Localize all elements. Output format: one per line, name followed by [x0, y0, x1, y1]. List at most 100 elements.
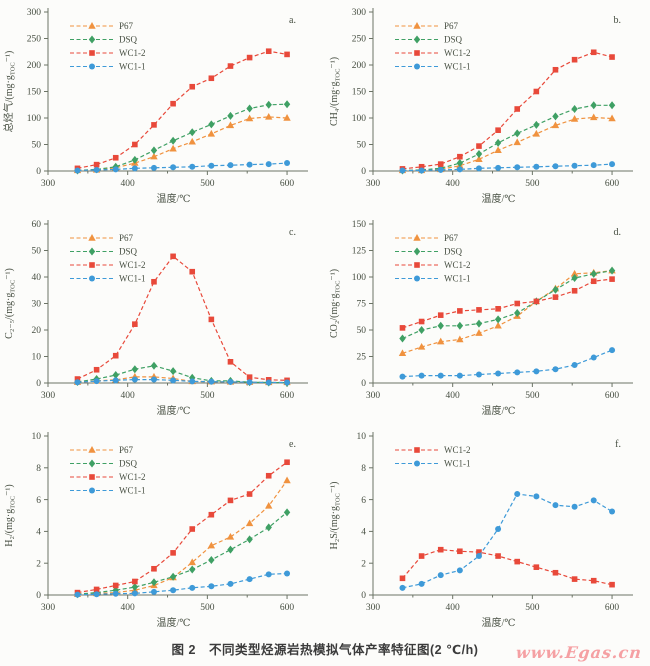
x-axis-title: 温度/℃	[482, 192, 516, 205]
data-point-WC1-2	[265, 48, 272, 55]
data-point-WC1-2	[227, 359, 234, 365]
x-tick-label: 300	[41, 391, 56, 401]
data-point-DSQ	[169, 136, 177, 145]
data-point-DSQ	[131, 583, 139, 592]
y-axis-title: 总烃气/(mg·gTOC⁻¹)	[2, 51, 17, 133]
data-point-WC1-1	[93, 166, 100, 173]
x-tick-label: 400	[121, 603, 136, 613]
data-point-WC1-2	[284, 459, 290, 466]
watermark: www.Egas.cn	[515, 643, 643, 662]
data-point-WC1-2	[590, 49, 597, 56]
data-point-WC1-1	[609, 508, 616, 515]
data-point-WC1-2	[552, 294, 559, 300]
y-tick-label: 150	[352, 88, 367, 98]
x-tick-label: 400	[121, 179, 136, 189]
data-point-WC1-2	[189, 526, 196, 532]
figure-grid: 300 400 500 600 0 50 100 150 200 250 300 温度/℃ 总烃气/(m…	[0, 8, 633, 636]
y-tick-label: 0	[361, 167, 366, 177]
data-point-WC1-2	[590, 278, 597, 285]
y-tick-label: 25	[357, 353, 367, 363]
chart-panel-e: 300 400 500 600 0 2 4 6 8 10 温度/℃ H₂/(mg·gTOC⁻¹) e. P…	[0, 424, 325, 636]
data-point-WC1-1	[227, 378, 234, 385]
data-point-P67	[226, 121, 235, 129]
data-point-WC1-1	[150, 588, 157, 595]
legend-marker-WC1-2	[89, 50, 95, 56]
data-point-WC1-1	[208, 162, 215, 169]
data-point-WC1-1	[609, 347, 616, 354]
data-point-WC1-1	[552, 163, 559, 170]
data-point-WC1-2	[457, 153, 463, 160]
data-point-DSQ	[552, 285, 559, 294]
panel-letter: f.	[615, 439, 621, 450]
x-axis-title: 温度/℃	[157, 616, 191, 629]
y-tick-label: 6	[36, 496, 41, 506]
data-point-WC1-1	[246, 576, 253, 583]
y-tick-label: 300	[27, 8, 42, 18]
data-point-DSQ	[514, 129, 521, 138]
data-point-WC1-1	[437, 166, 444, 173]
data-point-P67	[283, 114, 291, 121]
y-axis-title: C₂₋₅/(mg·gTOC⁻¹)	[4, 268, 17, 339]
y-tick-label: 10	[32, 353, 42, 363]
data-point-WC1-1	[590, 354, 597, 361]
data-point-WC1-2	[74, 376, 81, 382]
data-point-WC1-1	[571, 503, 578, 510]
x-tick-label: 400	[446, 603, 461, 613]
y-tick-label: 0	[36, 591, 41, 601]
chart-svg-b: 300 400 500 600 0 50 100 150 200 250 300 温度/℃ CH₄/(m…	[329, 8, 633, 205]
legend-marker-WC1-2	[89, 474, 95, 480]
data-point-WC1-1	[590, 497, 597, 504]
panel-letter: e.	[289, 439, 296, 450]
data-point-WC1-2	[227, 497, 234, 504]
data-point-WC1-2	[514, 300, 521, 307]
y-tick-label: 0	[361, 591, 366, 601]
x-tick-label: 600	[280, 391, 295, 401]
data-point-WC1-1	[170, 587, 177, 594]
data-point-DSQ	[418, 326, 425, 334]
x-tick-label: 600	[605, 391, 620, 401]
data-point-P67	[188, 137, 196, 145]
axes	[372, 8, 633, 172]
x-tick-label: 400	[446, 391, 461, 401]
legend-label-WC1-1: WC1-1	[119, 486, 146, 496]
data-point-P67	[475, 329, 483, 336]
data-point-DSQ	[150, 146, 158, 155]
series-line-WC1-2	[77, 461, 288, 594]
data-point-DSQ	[265, 100, 272, 109]
data-point-WC1-1	[514, 491, 521, 498]
data-point-WC1-2	[112, 582, 119, 589]
caption-row: 图 2 不同类型烃源岩热模拟气体产率特征图(2 ℃/h)	[0, 639, 650, 658]
data-point-DSQ	[283, 508, 291, 517]
data-point-P67	[169, 144, 177, 152]
data-point-WC1-2	[514, 106, 521, 112]
y-tick-label: 125	[352, 247, 367, 257]
data-point-P67	[398, 349, 407, 357]
chart-panel-c: 300 400 500 600 0 10 20 30 40 50 60 温度/℃ C₂₋₅/(mg·gT…	[0, 212, 325, 424]
series-line-P67	[402, 270, 613, 354]
data-point-P67	[437, 337, 445, 345]
panel-letter: a.	[289, 15, 296, 26]
data-point-P67	[226, 532, 235, 540]
y-tick-label: 0	[361, 379, 366, 389]
data-point-DSQ	[265, 523, 272, 532]
data-point-WC1-1	[74, 379, 81, 386]
data-point-DSQ	[608, 266, 616, 275]
data-point-WC1-1	[265, 161, 272, 168]
data-point-WC1-1	[399, 167, 406, 174]
data-point-WC1-1	[495, 164, 502, 171]
data-point-DSQ	[246, 535, 253, 544]
chart-svg-a: 300 400 500 600 0 50 100 150 200 250 300 温度/℃ 总烃气/(m…	[2, 8, 308, 205]
data-point-DSQ	[227, 545, 234, 554]
legend-label-P67: P67	[119, 21, 134, 31]
data-point-WC1-2	[208, 511, 215, 518]
data-point-WC1-1	[265, 571, 272, 578]
legend-label-DSQ: DSQ	[444, 35, 463, 45]
data-point-DSQ	[475, 319, 483, 328]
data-point-WC1-1	[418, 580, 425, 587]
series-line-DSQ	[402, 104, 612, 172]
data-point-WC1-2	[495, 306, 501, 312]
data-point-WC1-1	[189, 378, 196, 385]
y-tick-label: 100	[27, 114, 42, 124]
legend-marker-P67	[88, 22, 96, 29]
data-point-P67	[513, 138, 521, 146]
